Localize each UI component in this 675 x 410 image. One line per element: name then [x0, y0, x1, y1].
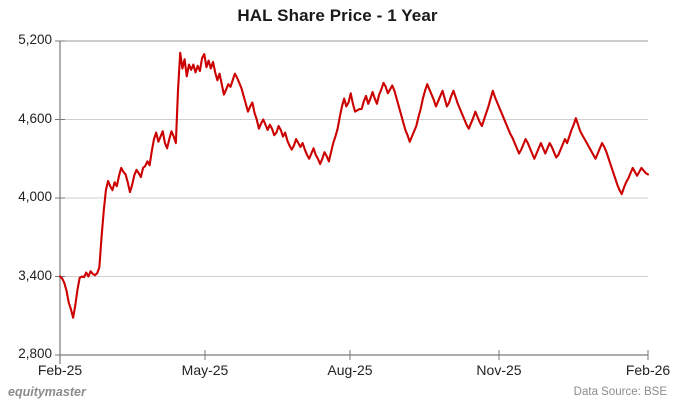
axis-ticks [55, 40, 649, 360]
gridlines [60, 40, 648, 277]
x-tick-label: Nov-25 [476, 362, 522, 378]
series-line-hal-share-price [58, 51, 650, 319]
x-tick-label: Feb-25 [37, 362, 83, 378]
equitymaster-watermark: equitymaster [8, 385, 86, 399]
x-tick-label: May-25 [181, 362, 229, 378]
axis-lines [59, 41, 648, 364]
x-tick-label: Feb-26 [625, 362, 671, 378]
y-axis-labels: 2,800 3,400 4,000 4,600 5,200 [0, 0, 52, 410]
data-source-label: Data Source: BSE [573, 386, 667, 398]
chart-title: HAL Share Price - 1 Year [237, 6, 438, 25]
y-tick-label: 5,200 [18, 32, 52, 47]
y-tick-label: 3,400 [18, 267, 52, 283]
x-tick-label: Aug-25 [327, 362, 373, 378]
y-tick-label: 2,800 [18, 346, 52, 361]
y-tick-label: 4,000 [18, 189, 52, 204]
y-tick-label: 4,600 [18, 110, 52, 126]
